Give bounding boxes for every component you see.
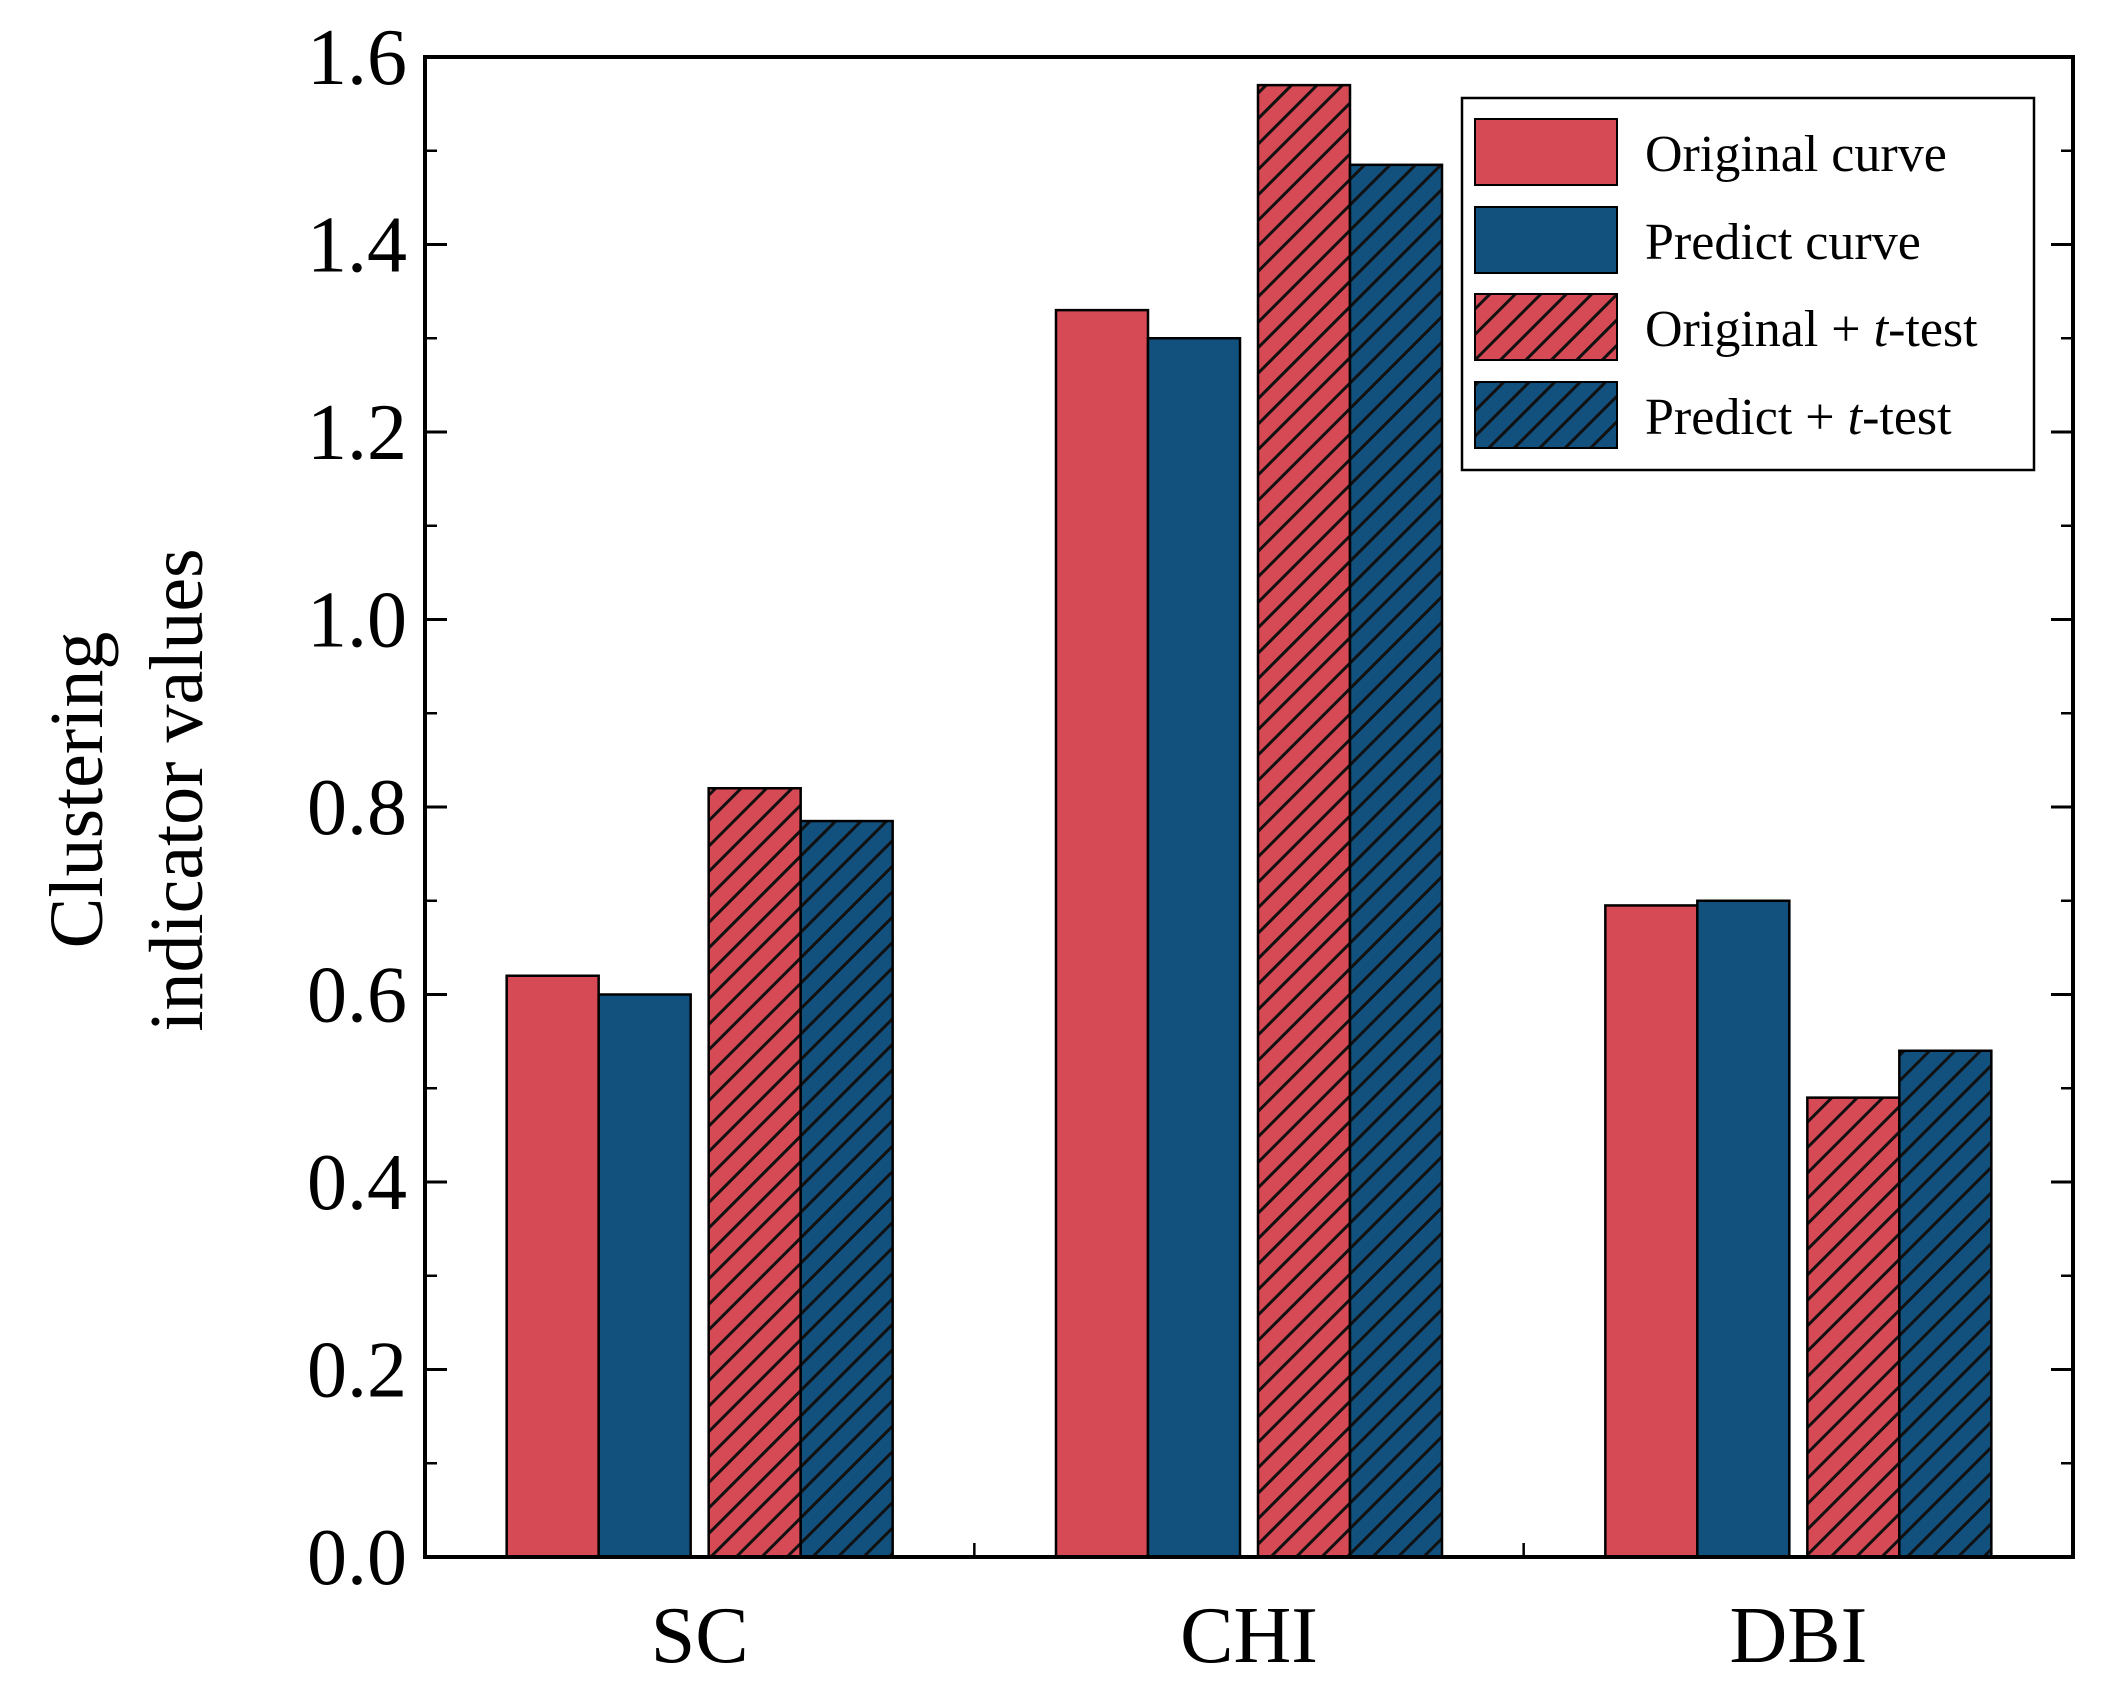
bar-sc-0 bbox=[505, 974, 600, 1559]
legend-label: Original + t-test bbox=[1645, 301, 1978, 358]
y-tick-label: 1.0 bbox=[307, 577, 407, 665]
bar-dbi-3 bbox=[1898, 1049, 1993, 1559]
legend-swatch bbox=[1474, 206, 1618, 274]
y-tick-label: 0.2 bbox=[307, 1327, 407, 1415]
y-axis-title: Clustering indicator values bbox=[35, 548, 219, 1031]
legend-label: Original curve bbox=[1645, 126, 1947, 183]
legend: Original curve Predict curve Original + t-… bbox=[1460, 96, 2036, 472]
legend-swatch bbox=[1474, 118, 1618, 186]
x-axis-ticks: SC CHI DBI bbox=[651, 1543, 1867, 1680]
bars-group bbox=[505, 83, 1993, 1559]
legend-swatch bbox=[1474, 381, 1618, 449]
x-tick-label: CHI bbox=[1180, 1592, 1318, 1680]
y-tick-label: 1.2 bbox=[307, 389, 407, 477]
y-axis-ticks: 0.0 0.2 0.4 0.6 0.8 1.0 1.2 1.4 1.6 bbox=[307, 14, 2073, 1602]
y-axis-title-line-1: Clustering bbox=[35, 632, 119, 949]
y-tick-label: 1.4 bbox=[307, 202, 407, 290]
bar-dbi-1 bbox=[1696, 899, 1791, 1559]
y-tick-label: 0.8 bbox=[307, 764, 407, 852]
bar-dbi-0 bbox=[1604, 904, 1699, 1559]
y-axis-title-line-2: indicator values bbox=[135, 548, 219, 1031]
x-tick-label: SC bbox=[651, 1592, 749, 1680]
bar-sc-2 bbox=[707, 787, 802, 1559]
bar-chi-1 bbox=[1146, 337, 1242, 1559]
y-tick-label: 1.6 bbox=[307, 14, 407, 102]
bar-sc-1 bbox=[597, 993, 692, 1559]
plot-frame bbox=[423, 55, 2075, 1559]
bar-sc-3 bbox=[799, 819, 894, 1559]
y-tick-label: 0.6 bbox=[307, 952, 407, 1040]
bar-chi-3 bbox=[1348, 163, 1444, 1559]
y-tick-label: 0.4 bbox=[307, 1139, 407, 1227]
legend-label: Predict + t-test bbox=[1645, 389, 1952, 446]
bar-dbi-2 bbox=[1806, 1096, 1901, 1559]
y-tick-label: 0.0 bbox=[307, 1514, 407, 1602]
legend-swatch bbox=[1474, 293, 1618, 361]
legend-label: Predict curve bbox=[1645, 214, 1921, 271]
bar-chi-2 bbox=[1256, 83, 1352, 1559]
bar-chi-0 bbox=[1054, 308, 1150, 1559]
x-tick-label: DBI bbox=[1729, 1592, 1867, 1680]
